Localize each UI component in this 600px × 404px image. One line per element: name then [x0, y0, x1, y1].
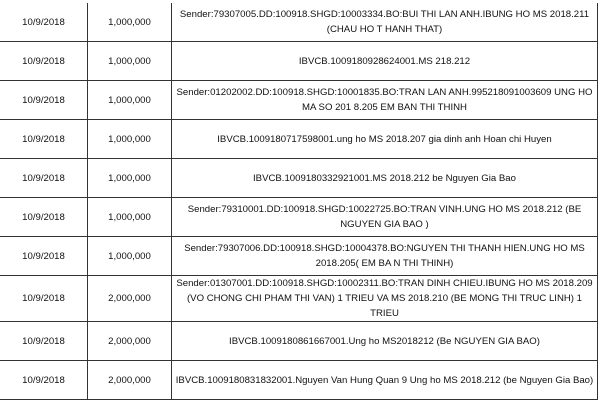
amount-cell: 1,000,000 — [87, 119, 172, 159]
description-cell: IBVCB.1009180332921001.MS 2018.212 be Ng… — [171, 158, 598, 198]
description-cell: IBVCB.1009180928624001.MS 218.212 — [171, 41, 598, 81]
amount-cell: 1,000,000 — [87, 3, 172, 42]
date-cell: 10/9/2018 — [0, 3, 88, 42]
date-cell: 10/9/2018 — [0, 119, 88, 159]
description-cell: Sender:79307006.DD:100918.SHGD:10004378.… — [171, 236, 598, 276]
date-cell: 10/9/2018 — [0, 197, 88, 237]
description-cell: Sender:79310001.DD:100918.SHGD:10022725.… — [171, 197, 598, 237]
amount-cell: 2,000,000 — [87, 275, 172, 322]
table-row: 10/9/2018 2,000,000 Sender:01307001.DD:100… — [0, 275, 598, 322]
date-cell: 10/9/2018 — [0, 275, 88, 322]
table-row: 10/9/2018 2,000,000 IBVCB.1009180831832001… — [0, 360, 598, 400]
date-cell: 10/9/2018 — [0, 41, 88, 81]
table-row: 10/9/2018 1,000,000 IBVCB.1009180717598001… — [0, 119, 598, 159]
table-row: 10/9/2018 1,000,000 Sender:79307005.DD:100… — [0, 3, 598, 42]
description-cell: IBVCB.1009180861667001.Ung ho MS2018212 … — [171, 321, 598, 361]
table-row: 10/9/2018 1,000,000 IBVCB.1009180332921001… — [0, 158, 598, 198]
date-cell: 10/9/2018 — [0, 360, 88, 400]
amount-cell: 2,000,000 — [87, 321, 172, 361]
description-cell: IBVCB.1009180717598001.ung ho MS 2018.20… — [171, 119, 598, 159]
description-cell: Sender:01202002.DD:100918.SHGD:10001835.… — [171, 80, 598, 120]
amount-cell: 1,000,000 — [87, 158, 172, 198]
amount-cell: 1,000,000 — [87, 41, 172, 81]
description-cell: IBVCB.1009180831832001.Nguyen Van Hung Q… — [171, 360, 598, 400]
amount-cell: 1,000,000 — [87, 80, 172, 120]
amount-cell: 1,000,000 — [87, 236, 172, 276]
description-cell: Sender:01307001.DD:100918.SHGD:10002311.… — [171, 275, 598, 322]
date-cell: 10/9/2018 — [0, 236, 88, 276]
table-row: 10/9/2018 1,000,000 Sender:01202002.DD:100… — [0, 80, 598, 120]
description-cell: Sender:79307005.DD:100918.SHGD:10003334.… — [171, 3, 598, 42]
date-cell: 10/9/2018 — [0, 158, 88, 198]
donation-table: 10/9/2018 1,000,000 Sender:79307005.DD:100… — [0, 3, 598, 400]
table-row: 10/9/2018 1,000,000 Sender:79307006.DD:100… — [0, 236, 598, 276]
amount-cell: 1,000,000 — [87, 197, 172, 237]
table-row: 10/9/2018 1,000,000 IBVCB.1009180928624001… — [0, 41, 598, 81]
table-row: 10/9/2018 1,000,000 Sender:79310001.DD:100… — [0, 197, 598, 237]
table-row: 10/9/2018 2,000,000 IBVCB.1009180861667001… — [0, 321, 598, 361]
date-cell: 10/9/2018 — [0, 321, 88, 361]
amount-cell: 2,000,000 — [87, 360, 172, 400]
date-cell: 10/9/2018 — [0, 80, 88, 120]
